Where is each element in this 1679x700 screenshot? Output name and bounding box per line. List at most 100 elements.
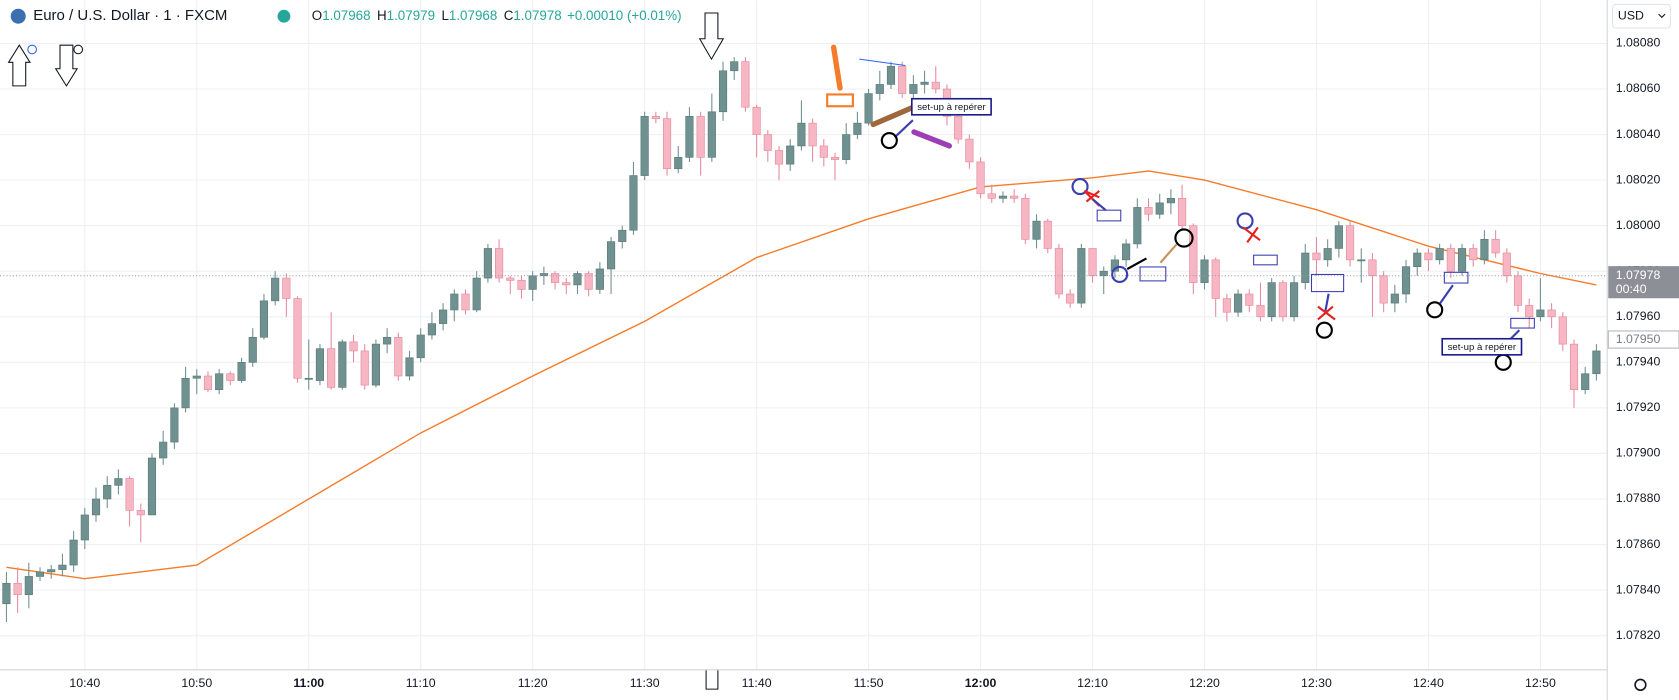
candle-body (1446, 248, 1455, 272)
candle-body (293, 298, 302, 379)
marker-price-box (1607, 330, 1679, 349)
candle-body (192, 375, 201, 379)
candle-body (304, 377, 313, 380)
y-tick-label: 1.08000 (1616, 218, 1661, 232)
candle-body (1088, 248, 1097, 277)
x-tick-label: 12:50 (1525, 676, 1556, 690)
y-tick-label: 1.08060 (1616, 81, 1661, 95)
candle-body (1133, 207, 1142, 245)
candle-body (159, 441, 168, 459)
y-tick-label: 1.07840 (1616, 582, 1661, 596)
candle-body (606, 241, 616, 270)
x-tick-label: 10:50 (181, 676, 212, 690)
candle-body (875, 84, 884, 94)
candle-body (203, 375, 213, 390)
candle-body (170, 407, 179, 443)
candle-body (450, 293, 459, 311)
candle-body (551, 273, 560, 283)
candle-body (416, 334, 425, 359)
candle-body (1569, 343, 1579, 390)
candle-body (573, 273, 582, 286)
candle-body (1334, 225, 1343, 249)
candle-body (1256, 305, 1265, 318)
last-price-label: 1.07978 (1616, 268, 1661, 282)
candle-body (864, 93, 873, 124)
ohlc-value: 1.07968 (322, 8, 370, 23)
candle-body (931, 81, 940, 90)
candle-body (1312, 252, 1321, 261)
candle-body (584, 273, 593, 290)
y-tick-label: 1.07820 (1616, 628, 1661, 642)
candle-body (1166, 198, 1175, 204)
y-tick-label: 1.07920 (1616, 400, 1661, 414)
candle-body (774, 150, 784, 165)
candle-body (1390, 293, 1399, 304)
candle-body (483, 248, 492, 279)
x-tick-label: 10:40 (69, 676, 100, 690)
ohlc-label: H (377, 8, 387, 23)
annotation: set-up à repérer (917, 102, 986, 113)
candle-body (987, 193, 996, 199)
x-tick-label: 11:30 (630, 676, 660, 690)
candle-body (517, 280, 526, 290)
candle-body (383, 336, 392, 345)
x-tick-label: 11:20 (518, 676, 548, 690)
candle-body (1043, 220, 1052, 249)
candle-body (103, 485, 112, 500)
candle-body (842, 134, 851, 160)
candle-body (1099, 270, 1108, 277)
candle-body (707, 111, 716, 158)
candle-body (662, 118, 672, 170)
candle-body (427, 323, 436, 336)
candle-body (1032, 220, 1041, 240)
candle-body (1368, 259, 1377, 277)
candle-body (349, 341, 358, 352)
x-tick-label: 11:10 (406, 676, 436, 690)
candle-body (147, 457, 157, 516)
last-price-box (1608, 266, 1679, 299)
candle-body (1054, 248, 1064, 295)
candle-body (405, 357, 414, 377)
candle-body (1491, 239, 1500, 254)
candle-body (886, 65, 896, 85)
candle-body (1021, 198, 1030, 240)
symbol-title: Euro / U.S. Dollar · 1 · FXCM (33, 7, 227, 24)
candle-body (1189, 225, 1198, 283)
candle-body (562, 282, 571, 286)
candle-body (125, 478, 134, 511)
ohlc-value: 1.07979 (387, 8, 435, 23)
candle-body (495, 248, 504, 279)
candle-body (954, 116, 963, 140)
settings-icon[interactable] (1634, 678, 1647, 691)
candle-body (618, 229, 627, 242)
candle-body (271, 277, 280, 302)
candle-body (360, 350, 369, 386)
candle-body (1357, 259, 1366, 262)
candle-body (1010, 195, 1019, 199)
candle-body (1155, 202, 1164, 215)
candle-body (1066, 293, 1075, 304)
candle-body (1558, 316, 1567, 345)
candle-body (1290, 282, 1299, 318)
x-tick-label: 12:30 (1301, 676, 1332, 690)
annotation-box: set-up à repérer set-up à repérer (911, 97, 1523, 356)
currency-button[interactable] (1612, 3, 1671, 29)
candle-body (35, 571, 45, 577)
candle-body (1144, 207, 1153, 215)
candle-body (226, 373, 235, 381)
candle-body (730, 61, 739, 72)
ohlc: O1.07968 H1.07979 L1.07968 C1.07978 +0.00010… (312, 8, 682, 23)
x-tick-label: 12:20 (1189, 676, 1220, 690)
currency: USD (1618, 8, 1644, 22)
moving-average (6, 170, 1597, 580)
candle-body (394, 336, 403, 377)
candle-body (1581, 373, 1590, 390)
candle-body (1401, 266, 1411, 295)
candle-body (1547, 309, 1556, 318)
y-tick-label: 1.07960 (1616, 309, 1661, 323)
candle-body (282, 277, 291, 299)
candle-body (91, 498, 101, 516)
candle-body (506, 277, 515, 281)
drawings (7, 12, 1535, 690)
